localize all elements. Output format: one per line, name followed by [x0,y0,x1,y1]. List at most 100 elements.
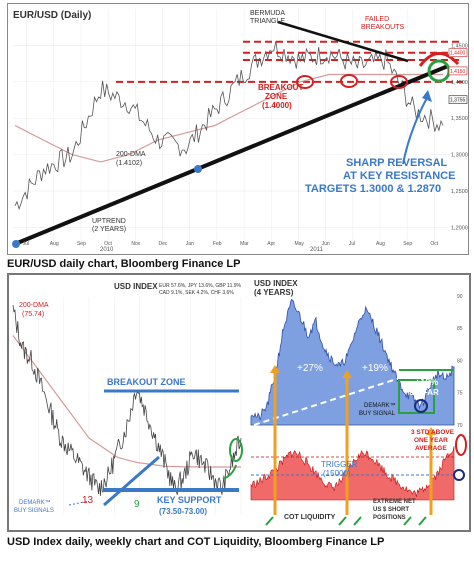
caption-bottom: USD Index daily, weekly chart and COT Li… [7,536,385,548]
bermuda-label: BERMUDA [250,10,285,17]
green-arrow [265,516,274,526]
orange-arrowhead [426,427,436,435]
usd-index-weekly-chart: 90 85 80 75 70 USD INDEX (4 YEARS) +27% +19%… [249,275,469,530]
pct-10-label-2: SO FAR [409,388,439,397]
top-y-tick: 1,2000 [451,225,468,231]
top-y-tick: 1,4500 [451,43,468,49]
trigger-label-2: (15000) [323,469,351,478]
failed-label-2: BREAKOUTS [361,24,405,31]
cot-liquidity-area [250,445,455,501]
green-arrow [403,516,412,526]
demark-count-13: 13 [82,495,94,506]
price-tag-box [448,95,468,104]
eurusd-price-line [14,41,444,211]
demark-count-9: 9 [134,499,140,510]
extreme-label-3: POSITIONS [373,515,406,521]
top-x-tick: Sep [403,241,412,247]
buy-signal-box [398,379,435,414]
reversal-arrow [402,95,429,165]
usd-index-panel: USD INDEX EUR 57.6%, JPY 13.6%, GBP 11.9… [7,273,471,532]
currency-weights: EUR 57.6%, JPY 13.6%, GBP 11.9% [159,283,242,289]
uptrend-label: UPTREND [92,218,126,225]
top-x-tick: Feb [213,241,222,247]
top-x-tick: Oct [104,241,112,247]
support-circle [229,438,243,462]
top-y-tick: 1,4000 [451,80,468,86]
br-y-tick: 90 [457,294,463,300]
std-label: 3 STD ABOVE [411,429,455,436]
demark-arrow [68,500,90,506]
dma-label: 200-DMA [116,151,146,158]
breakout-zone-title: BREAKOUT ZONE [107,377,186,387]
uptrend-label-2: (2 YEARS) [92,226,126,233]
trigger-circle [453,469,465,481]
usd-dma-label-2: (75.74) [22,311,44,318]
price-tag-box [448,66,468,76]
reversal-label-3: TARGETS 1.3000 & 1.2870 [305,183,441,195]
reversal-label: SHARP REVERSAL [346,157,448,169]
br-y-tick: 80 [457,358,463,364]
key-support-range: (73.50-73.00) [159,507,207,516]
price-tag: 1,4400 [450,51,466,57]
usd-dma-label: 200-DMA [19,302,49,309]
pct-10-label: +10% [415,377,438,387]
green-arrow [418,516,427,526]
top-x-tick: Sep [77,241,86,247]
top-x-tick: Jun [322,241,330,247]
breakout-zone-label-3: (1.4000) [262,101,292,110]
orange-arrowhead [342,370,352,378]
green-arrow [338,516,347,526]
key-support-title: KEY SUPPORT [157,495,222,505]
uptrend-start-dot [12,240,20,248]
std-label-3: AVERAGE [415,445,447,452]
top-x-tick: Aug [376,241,385,247]
orange-arrowhead [270,365,280,373]
top-x-tick: Aug [50,241,59,247]
br-y-tick: 70 [457,423,463,429]
extreme-label: EXTREME NET [373,499,416,505]
usd-index-daily-chart: USD INDEX EUR 57.6%, JPY 13.6%, GBP 11.9… [9,275,249,530]
price-tag-box [448,48,468,57]
reversal-arc [418,52,460,67]
demark-buy-signal-label: DEMARK™ [364,402,396,409]
demark-buy-label: DEMARK™ [19,499,51,506]
top-y-tick: 1,3500 [451,116,468,122]
br-y-tick: 85 [457,326,463,332]
top-x-tick: Mar [240,241,249,247]
green-arrow [353,516,362,526]
breakout-zone-label-2: ZONE [265,92,288,101]
eurusd-chart-panel: 1,4500 1,4000 1,3500 1,3000 1,2500 1,2000 Jul… [7,3,469,255]
trigger-label: TRIGGER [321,460,358,469]
top-x-tick: Jan [186,241,194,247]
support-arrow [222,464,237,480]
top-x-tick: Apr [267,241,275,247]
usd-dma-line [12,335,241,468]
buy-signal-circle [414,399,428,413]
top-x-tick: Jul [349,241,355,247]
top-x-tick: Nov [131,241,140,247]
resistance-line [277,20,409,63]
support-trend-line [103,455,160,507]
breakout-circle-3 [390,75,408,89]
weekly-title-2: (4 YEARS) [254,288,294,297]
br-y-tick: 75 [457,391,463,397]
usd-price-line [12,305,242,497]
uptrend-line [14,64,449,246]
dma-label-2: (1.4102) [116,160,142,167]
year-label-2010: 2010 [100,247,114,253]
bermuda-label-2: TRIANGLE [250,18,285,25]
year-label-2011: 2011 [310,247,324,253]
usd-index-title: USD INDEX [114,282,158,291]
pct-27-label: +27% [297,363,323,374]
breakout-circle-2 [340,74,358,88]
eurusd-chart: 1,4500 1,4000 1,3500 1,3000 1,2500 1,2000 Jul… [12,9,468,253]
weekly-trend-line [253,366,435,426]
demark-buy-label-2: BUY SIGNALS [14,508,54,514]
price-tag: 1,4150 [450,69,466,75]
top-x-tick: May [294,241,304,247]
breakout-zone-label: BREAKOUT [258,83,303,92]
price-tag: 1,3755 [450,98,466,104]
reversal-arrowhead [422,90,432,102]
top-x-tick: Dec [159,241,168,247]
uptrend-mid-dot [194,165,202,173]
